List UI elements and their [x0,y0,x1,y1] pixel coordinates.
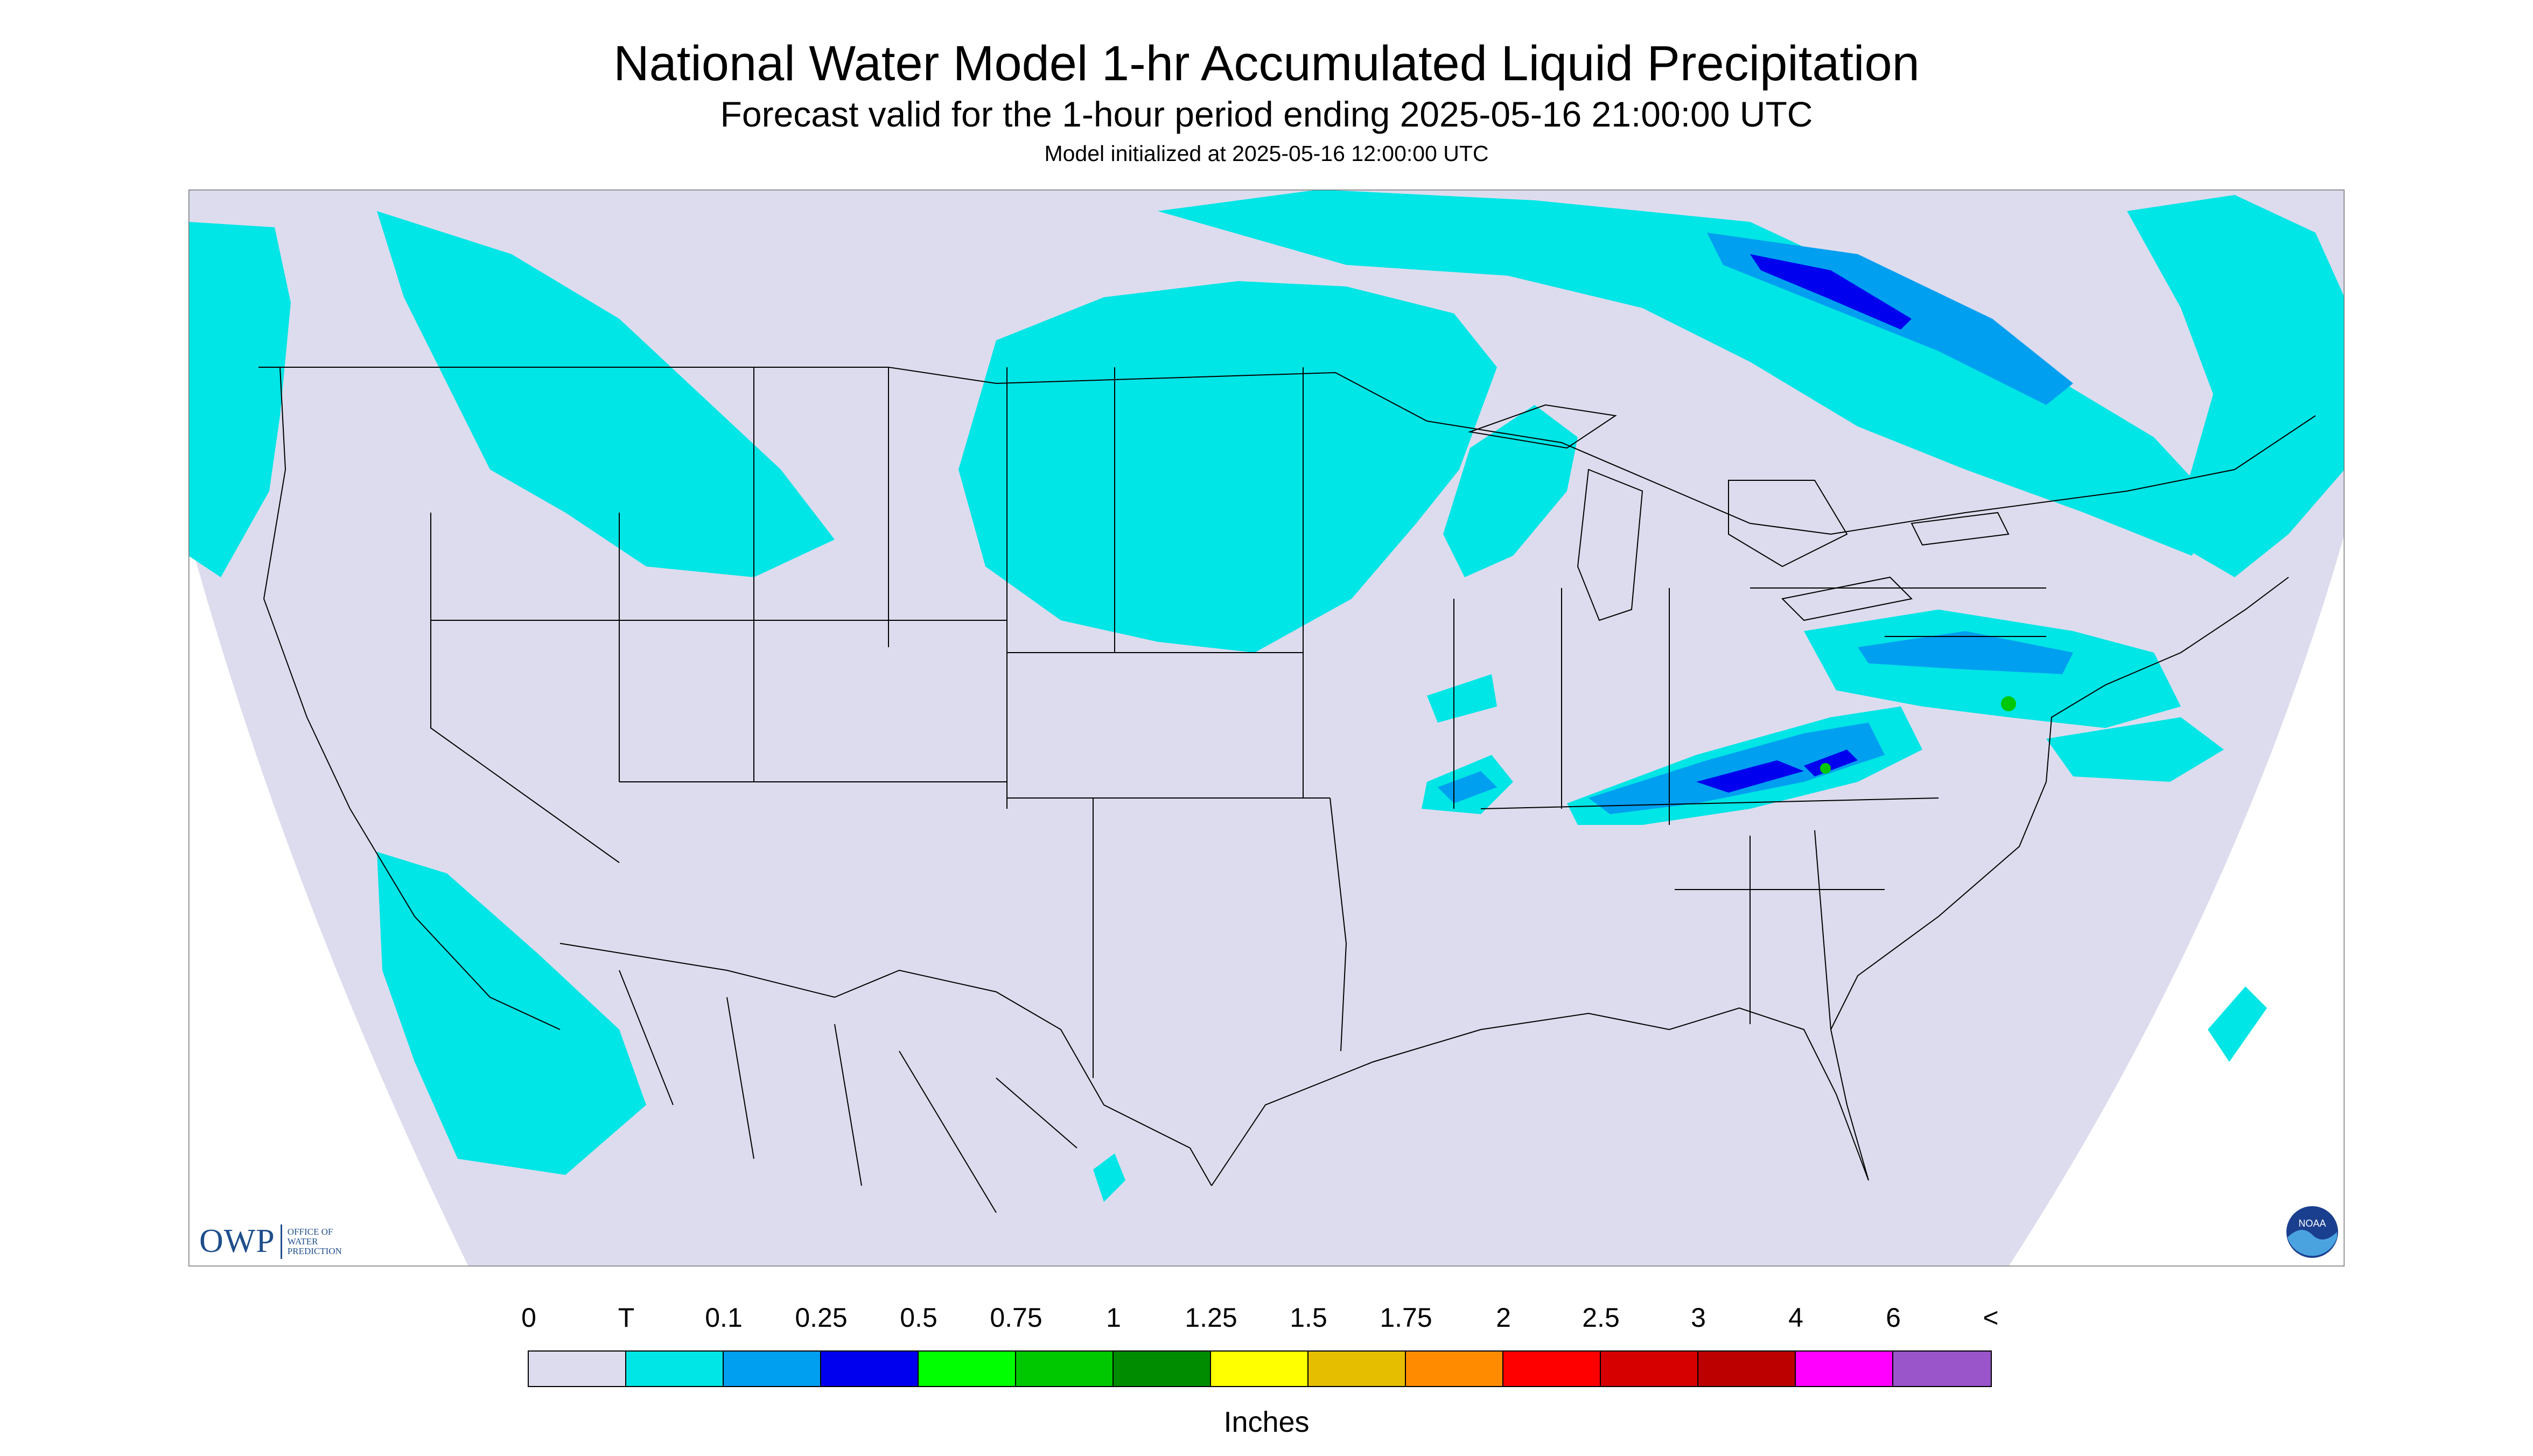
legend-swatch [1114,1352,1211,1386]
legend-swatch [529,1352,626,1386]
precip-idaho-montana [377,211,835,577]
precip-caribbean [2208,986,2267,1062]
legend-swatch [821,1352,919,1386]
legend-label: 1 [1106,1303,1121,1333]
owp-logo-divider [280,1224,282,1259]
legend-swatch [1796,1352,1893,1386]
state-lines-east [1453,587,2046,1030]
precip-upper-midwest [958,281,1497,653]
state-lines-central [1007,367,1347,1078]
legend-label: 1.75 [1380,1303,1432,1333]
forecast-valid-subtitle: Forecast valid for the 1-hour period end… [720,94,1813,134]
legend-swatch [1893,1352,1991,1386]
mexico-state-lines [619,970,1077,1213]
political-boundaries [258,367,2316,1213]
precip-mexico [1093,1153,1125,1202]
legend-swatch [626,1352,724,1386]
moderate-rain-kentucky [1804,750,1858,776]
us-mexico-border [559,943,1212,1186]
legend-swatch [724,1352,821,1386]
legend-swatch [919,1352,1016,1386]
model-init-text: Model initialized at 2025-05-16 12:00:00… [1044,141,1489,166]
us-canada-border [258,367,2316,535]
light-rain-missouri [1438,771,1497,803]
legend-swatch [1211,1352,1309,1386]
legend-label: 0.1 [705,1303,743,1333]
legend-labels: 0 T 0.1 0.25 0.5 0.75 1 1.25 1.5 1.75 2 2.5 3 4 6 < [0,1302,2533,1340]
precip-northwest [188,222,291,577]
legend-label: < [1983,1303,1999,1333]
legend-swatch [1601,1352,1698,1386]
heavy-cell-appalachia [1820,763,1831,774]
legend-units: Inches [1223,1406,1310,1438]
legend-label: 0.25 [795,1303,848,1333]
noaa-logo-text: NOAA [2298,1218,2326,1229]
legend-label: 2.5 [1582,1303,1620,1333]
precip-northeast [2127,195,2345,577]
precip-heavy-areas [1820,696,2016,774]
legend-label: 1.5 [1290,1303,1327,1333]
precip-illinois [1427,674,1497,723]
legend-label: 4 [1788,1303,1803,1333]
pacific-coast [263,367,561,1030]
noaa-logo-icon: NOAA [2285,1205,2339,1259]
legend-swatch [1016,1352,1114,1386]
precip-baja [377,852,646,1175]
owp-logo-subtext: Office of Water Prediction [287,1226,342,1256]
legend-label: T [618,1303,635,1333]
heavy-cell-new-jersey [2001,696,2016,711]
moderate-rain-quebec [1750,254,1912,330]
precipitation-map [188,190,2345,1266]
precip-atlantic [2046,717,2224,782]
precip-great-lakes [1443,405,1578,577]
legend-label: 3 [1691,1303,1706,1333]
moderate-rain-ohio [1696,760,1804,793]
map-title: National Water Model 1-hr Accumulated Li… [613,36,1920,91]
legend-label: 0 [521,1303,536,1333]
precip-moderate-areas [1696,254,1912,793]
legend-swatch [1309,1352,1406,1386]
light-rain-pennsylvania [1858,631,2073,674]
legend-label: 1.25 [1185,1303,1237,1333]
legend-swatch [1406,1352,1503,1386]
light-rain-ohio-valley [1589,723,1885,814]
gulf-coast [1211,1007,1869,1186]
legend-swatch [1503,1352,1601,1386]
owp-logo-text: OWP [199,1223,275,1259]
great-lakes-outline [1468,404,2010,621]
state-lines-west [430,367,1007,863]
legend-label: 0.75 [990,1303,1042,1333]
legend-swatch [1698,1352,1796,1386]
legend-label: 0.5 [900,1303,937,1333]
legend-colorbar [528,1350,1992,1387]
legend-label: 2 [1496,1303,1511,1333]
owp-logo: OWP Office of Water Prediction [199,1222,358,1261]
atlantic-coast [1830,577,2289,1181]
precip-canada-band [1158,190,2224,556]
legend-label: 6 [1886,1303,1901,1333]
